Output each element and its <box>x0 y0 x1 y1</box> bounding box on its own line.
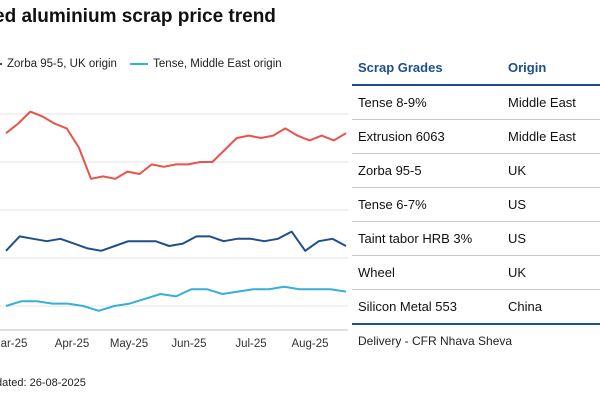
origin-cell: Middle East <box>502 119 600 154</box>
delivery-note: Delivery - CFR Nhava Sheva <box>358 334 513 348</box>
legend-swatch-tense <box>130 63 149 65</box>
legend-item-tense: Tense, Middle East origin <box>130 58 282 70</box>
table-header-row: Scrap Grades Origin <box>352 58 600 86</box>
legend-item-zorba: Zorba 95-5, UK origin <box>0 58 117 70</box>
series-line-tense <box>5 285 347 312</box>
table-row: Taint tabor HRB 3% US <box>352 221 600 256</box>
price-trend-chart: ar-25 Apr-25 May-25 Jun-25 Jul-25 Aug-25 <box>0 110 348 350</box>
origin-cell: UK <box>502 255 600 290</box>
table-row: Extrusion 6063 Middle East <box>352 119 600 154</box>
x-tick-label: Aug-25 <box>291 338 328 350</box>
x-tick-label: ar-25 <box>1 338 28 350</box>
series-line-red <box>5 110 347 180</box>
x-tick-label: May-25 <box>110 338 148 350</box>
grade-cell: Silicon Metal 553 <box>352 289 502 325</box>
grade-cell: Tense 6-7% <box>352 187 502 222</box>
x-tick-label: Jul-25 <box>235 338 266 350</box>
header-scrap-grades: Scrap Grades <box>352 58 502 86</box>
chart-title: ed aluminium scrap price trend <box>0 6 276 27</box>
chart-legend: Zorba 95-5, UK origin Tense, Middle East… <box>0 56 292 70</box>
grade-cell: Wheel <box>352 255 502 290</box>
legend-label-zorba: Zorba 95-5, UK origin <box>7 58 117 70</box>
origin-cell: UK <box>502 153 600 188</box>
x-tick-label: Jun-25 <box>171 338 206 350</box>
origin-cell: China <box>502 289 600 325</box>
origin-cell: US <box>502 187 600 222</box>
legend-swatch-zorba <box>0 63 2 65</box>
origin-cell: Middle East <box>502 85 600 120</box>
header-origin: Origin <box>502 58 600 86</box>
origin-cell: US <box>502 221 600 256</box>
grade-cell: Tense 8-9% <box>352 85 502 120</box>
grade-cell: Extrusion 6063 <box>352 119 502 154</box>
table-row: Zorba 95-5 UK <box>352 153 600 188</box>
grade-cell: Taint tabor HRB 3% <box>352 221 502 256</box>
table-row: Tense 6-7% US <box>352 187 600 222</box>
table-row: Tense 8-9% Middle East <box>352 85 600 120</box>
grade-cell: Zorba 95-5 <box>352 153 502 188</box>
table-row: Wheel UK <box>352 255 600 290</box>
series-line-zorba <box>5 230 347 252</box>
legend-label-tense: Tense, Middle East origin <box>153 58 282 70</box>
updated-date: dated: 26-08-2025 <box>0 377 86 389</box>
scrap-grades-table: Scrap Grades Origin Tense 8-9% Middle Eas… <box>352 58 600 325</box>
x-tick-label: Apr-25 <box>55 338 90 350</box>
table-row: Silicon Metal 553 China <box>352 289 600 325</box>
